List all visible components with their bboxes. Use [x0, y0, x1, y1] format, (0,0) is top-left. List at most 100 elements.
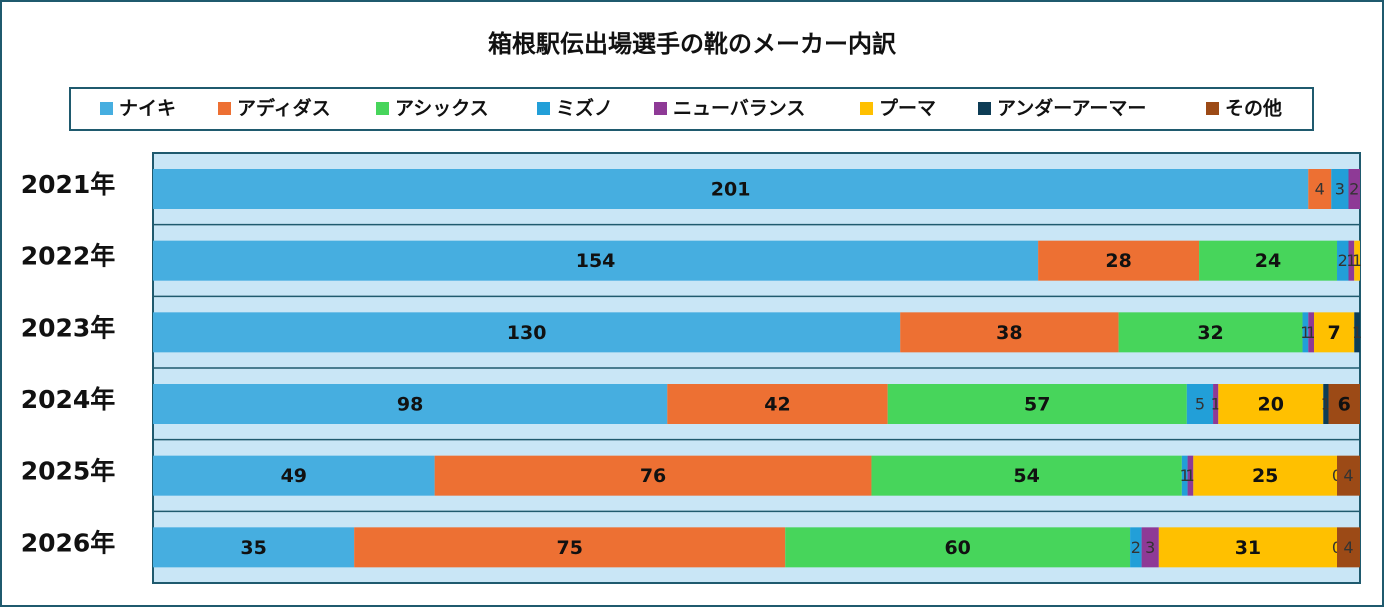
data-label: 98	[397, 394, 423, 416]
legend-label: ニューバランス	[673, 98, 805, 120]
chart-title: 箱根駅伝出場選手の靴のメーカー内訳	[488, 30, 897, 58]
legend	[69, 87, 1314, 131]
legend-swatch	[100, 102, 113, 115]
legend-label: その他	[1225, 97, 1282, 120]
data-label: 32	[1197, 322, 1223, 344]
bar-segment	[1308, 312, 1315, 353]
bar-segment	[153, 527, 355, 568]
legend-swatch	[376, 102, 389, 115]
data-label: 24	[1255, 250, 1281, 272]
bar-segment	[1187, 455, 1194, 496]
bar-segment	[153, 384, 668, 424]
legend-swatch	[1206, 102, 1219, 115]
bar-segment	[1130, 527, 1142, 568]
data-label: 1	[1346, 251, 1356, 270]
legend-swatch	[978, 102, 991, 115]
legend-label: ミズノ	[556, 97, 613, 120]
legend-label: アンダーアーマー	[997, 97, 1146, 120]
bar-segment	[434, 455, 872, 496]
data-label: 1	[1300, 323, 1310, 342]
y-tick-label: 2022年	[21, 242, 116, 271]
legend-label: アシックス	[395, 98, 489, 120]
bar-segment	[1308, 169, 1332, 209]
data-label: 7	[1328, 322, 1341, 344]
bar-segment	[1354, 312, 1360, 353]
data-label: 25	[1252, 465, 1278, 487]
data-label: 1	[1211, 395, 1221, 414]
y-tick-label: 2021年	[21, 170, 116, 199]
bar-segment	[1302, 312, 1309, 353]
data-label: 1	[1321, 395, 1331, 414]
y-tick-label: 2024年	[21, 385, 116, 414]
bar-segment	[1218, 384, 1324, 424]
data-label: 1	[1180, 466, 1190, 485]
data-label: 6	[1338, 394, 1351, 416]
bar-segment	[785, 527, 1131, 568]
y-tick-label: 2023年	[21, 313, 116, 342]
data-label: 1	[1352, 323, 1362, 342]
data-label: 4	[1343, 538, 1353, 557]
bar-segment	[1331, 169, 1349, 209]
data-label: 3	[1335, 180, 1345, 199]
bar-segment	[153, 240, 1039, 281]
bar-segment	[1354, 240, 1360, 281]
data-label: 38	[996, 322, 1022, 344]
data-label: 4	[1343, 466, 1353, 485]
y-tick-label: 2026年	[21, 528, 116, 557]
data-label: 54	[1013, 465, 1039, 487]
data-label: 2	[1349, 180, 1359, 199]
data-label: 201	[711, 179, 751, 201]
bar-segment	[1213, 384, 1219, 424]
bar-segment	[1348, 169, 1360, 209]
data-label: 2	[1338, 251, 1348, 270]
data-label: 1	[1185, 466, 1195, 485]
bar-segment	[667, 384, 888, 424]
bar-segment	[1038, 240, 1200, 281]
bar-segment	[1337, 455, 1360, 496]
bar-segment	[1328, 384, 1360, 424]
bar-segment	[153, 169, 1309, 209]
bar-segment	[153, 455, 435, 496]
bar-segment	[1199, 240, 1338, 281]
bar-segment	[1337, 527, 1360, 568]
data-label: 57	[1024, 394, 1050, 416]
data-label: 60	[944, 537, 970, 559]
legend-swatch	[654, 102, 667, 115]
data-label: 4	[1315, 180, 1325, 199]
legend-label: ナイキ	[119, 98, 176, 120]
data-label: 76	[640, 465, 666, 487]
data-label: 130	[507, 322, 547, 344]
bar-segment	[1141, 527, 1159, 568]
data-label: 75	[556, 537, 582, 559]
bar-segment	[1186, 384, 1214, 424]
data-label: 28	[1105, 250, 1131, 272]
bar-segment	[1181, 455, 1188, 496]
data-label: 1	[1352, 251, 1362, 270]
bar-segment	[887, 384, 1187, 424]
bar-segment	[1193, 455, 1338, 496]
legend-swatch	[218, 102, 231, 115]
bar-segment	[153, 312, 901, 353]
bar-segment	[900, 312, 1119, 353]
data-label: 49	[281, 465, 307, 487]
data-label: 3	[1145, 538, 1155, 557]
bar-segment	[1337, 240, 1349, 281]
bar-segment	[871, 455, 1182, 496]
data-label: 42	[764, 394, 790, 416]
data-label: 20	[1258, 394, 1284, 416]
data-label: 35	[240, 537, 266, 559]
data-label: 31	[1235, 537, 1261, 559]
bar-segment	[354, 527, 786, 568]
legend-label: アディダス	[237, 97, 331, 120]
bar-segment	[1118, 312, 1303, 353]
legend-label: プーマ	[879, 97, 936, 120]
bar-segment	[1158, 527, 1338, 568]
data-label: 2	[1131, 538, 1141, 557]
legend-swatch	[860, 102, 873, 115]
bar-segment	[1314, 312, 1355, 353]
y-tick-label: 2025年	[21, 457, 116, 486]
data-label: 5	[1195, 395, 1205, 414]
data-label: 1	[1306, 323, 1316, 342]
